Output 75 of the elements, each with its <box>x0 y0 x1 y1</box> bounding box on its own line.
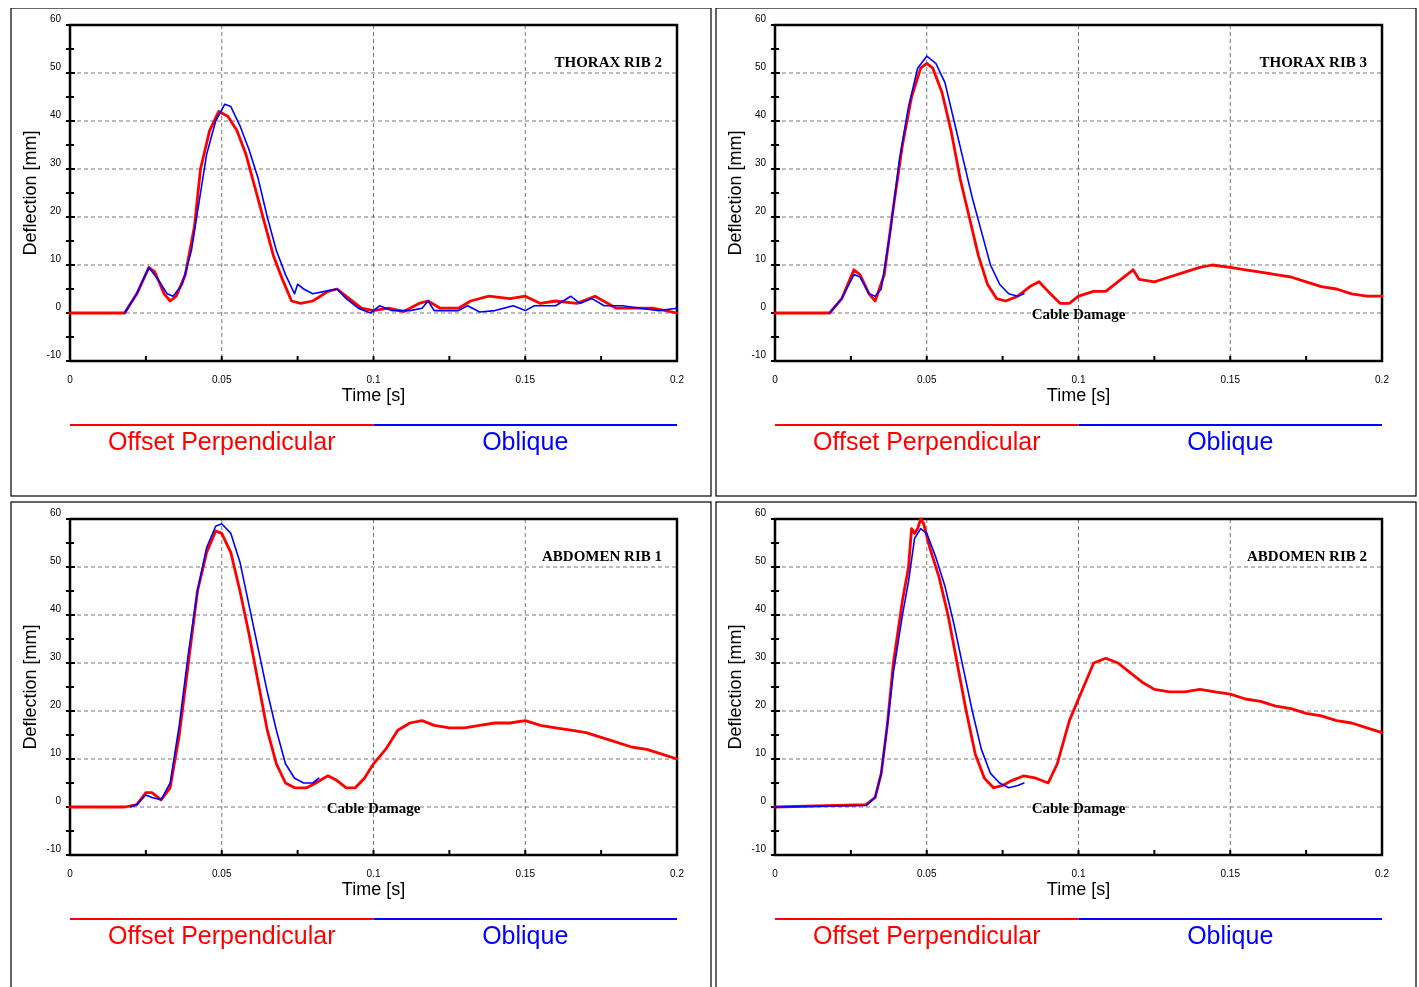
x-tick-label: 0.2 <box>670 868 685 879</box>
text: ABDOMEN RIB 2 <box>1246 548 1367 564</box>
y-tick-label: 30 <box>49 651 62 662</box>
y-axis-title: Deflection [mm] <box>725 624 745 750</box>
text: Oblique <box>1187 427 1274 455</box>
text: Offset Perpendicular <box>813 921 1041 949</box>
y-tick-label: 40 <box>49 109 62 120</box>
y-tick-label: 50 <box>49 61 62 72</box>
text: THORAX RIB 2 <box>554 54 662 70</box>
x-tick-label: 0.1 <box>366 374 381 385</box>
y-tick-label: 10 <box>754 253 767 264</box>
y-tick-label: 60 <box>754 13 767 24</box>
text: THORAX RIB 3 <box>1259 54 1367 70</box>
x-tick-label: 0.15 <box>1220 374 1241 385</box>
x-axis-title: Time [s] <box>341 879 406 899</box>
x-axis-title: Time [s] <box>341 385 406 405</box>
x-tick-label: 0.15 <box>1220 868 1241 879</box>
x-tick-label: 0.15 <box>515 374 536 385</box>
x-tick-label: 0.2 <box>670 374 685 385</box>
x-tick-label: 0 <box>67 868 74 879</box>
annotation: Cable Damage <box>1031 799 1126 816</box>
y-tick-label: 0 <box>760 795 767 806</box>
y-tick-label: 10 <box>49 253 62 264</box>
y-tick-label: 50 <box>754 61 767 72</box>
y-axis-title: Deflection [mm] <box>20 624 40 750</box>
x-tick-label: 0 <box>67 374 74 385</box>
x-tick-label: 0.05 <box>212 868 232 879</box>
y-tick-label: -10 <box>46 349 62 360</box>
text: Oblique <box>1187 921 1274 949</box>
x-tick-label: 0 <box>772 868 779 879</box>
y-tick-label: 20 <box>754 699 767 710</box>
y-tick-label: 60 <box>49 507 62 518</box>
y-tick-label: 40 <box>754 603 767 614</box>
x-axis-title: Time [s] <box>1046 385 1111 405</box>
y-tick-label: 30 <box>754 651 767 662</box>
y-tick-label: -10 <box>46 843 62 854</box>
y-axis-title: Deflection [mm] <box>725 130 745 256</box>
text: Offset Perpendicular <box>108 921 336 949</box>
x-tick-label: 0.2 <box>1375 374 1390 385</box>
y-tick-label: 0 <box>760 301 767 312</box>
text: Offset Perpendicular <box>813 427 1041 455</box>
text: Offset Perpendicular <box>108 427 336 455</box>
x-tick-label: 0.05 <box>917 374 937 385</box>
text: Oblique <box>482 921 569 949</box>
y-tick-label: 40 <box>49 603 62 614</box>
x-tick-label: 0.15 <box>515 868 536 879</box>
y-tick-label: 10 <box>754 747 767 758</box>
y-tick-label: 20 <box>49 205 62 216</box>
y-tick-label: 20 <box>49 699 62 710</box>
text: Oblique <box>482 427 569 455</box>
x-tick-label: 0.05 <box>212 374 232 385</box>
y-tick-label: 0 <box>55 795 62 806</box>
x-tick-label: 0.1 <box>366 868 381 879</box>
y-tick-label: 60 <box>754 507 767 518</box>
y-tick-label: 60 <box>49 13 62 24</box>
x-tick-label: 0.1 <box>1071 868 1086 879</box>
y-tick-label: 20 <box>754 205 767 216</box>
x-tick-label: 0 <box>772 374 779 385</box>
x-tick-label: 0.05 <box>917 868 937 879</box>
y-tick-label: 50 <box>49 555 62 566</box>
text: ABDOMEN RIB 1 <box>541 548 662 564</box>
x-axis-title: Time [s] <box>1046 879 1111 899</box>
annotation: Cable Damage <box>326 799 421 816</box>
annotation: Cable Damage <box>1031 305 1126 322</box>
x-tick-label: 0.2 <box>1375 868 1390 879</box>
y-tick-label: 30 <box>754 157 767 168</box>
y-tick-label: 0 <box>55 301 62 312</box>
y-tick-label: -10 <box>751 843 767 854</box>
y-tick-label: -10 <box>751 349 767 360</box>
x-tick-label: 0.1 <box>1071 374 1086 385</box>
y-tick-label: 10 <box>49 747 62 758</box>
y-tick-label: 40 <box>754 109 767 120</box>
y-tick-label: 30 <box>49 157 62 168</box>
y-tick-label: 50 <box>754 555 767 566</box>
y-axis-title: Deflection [mm] <box>20 130 40 256</box>
